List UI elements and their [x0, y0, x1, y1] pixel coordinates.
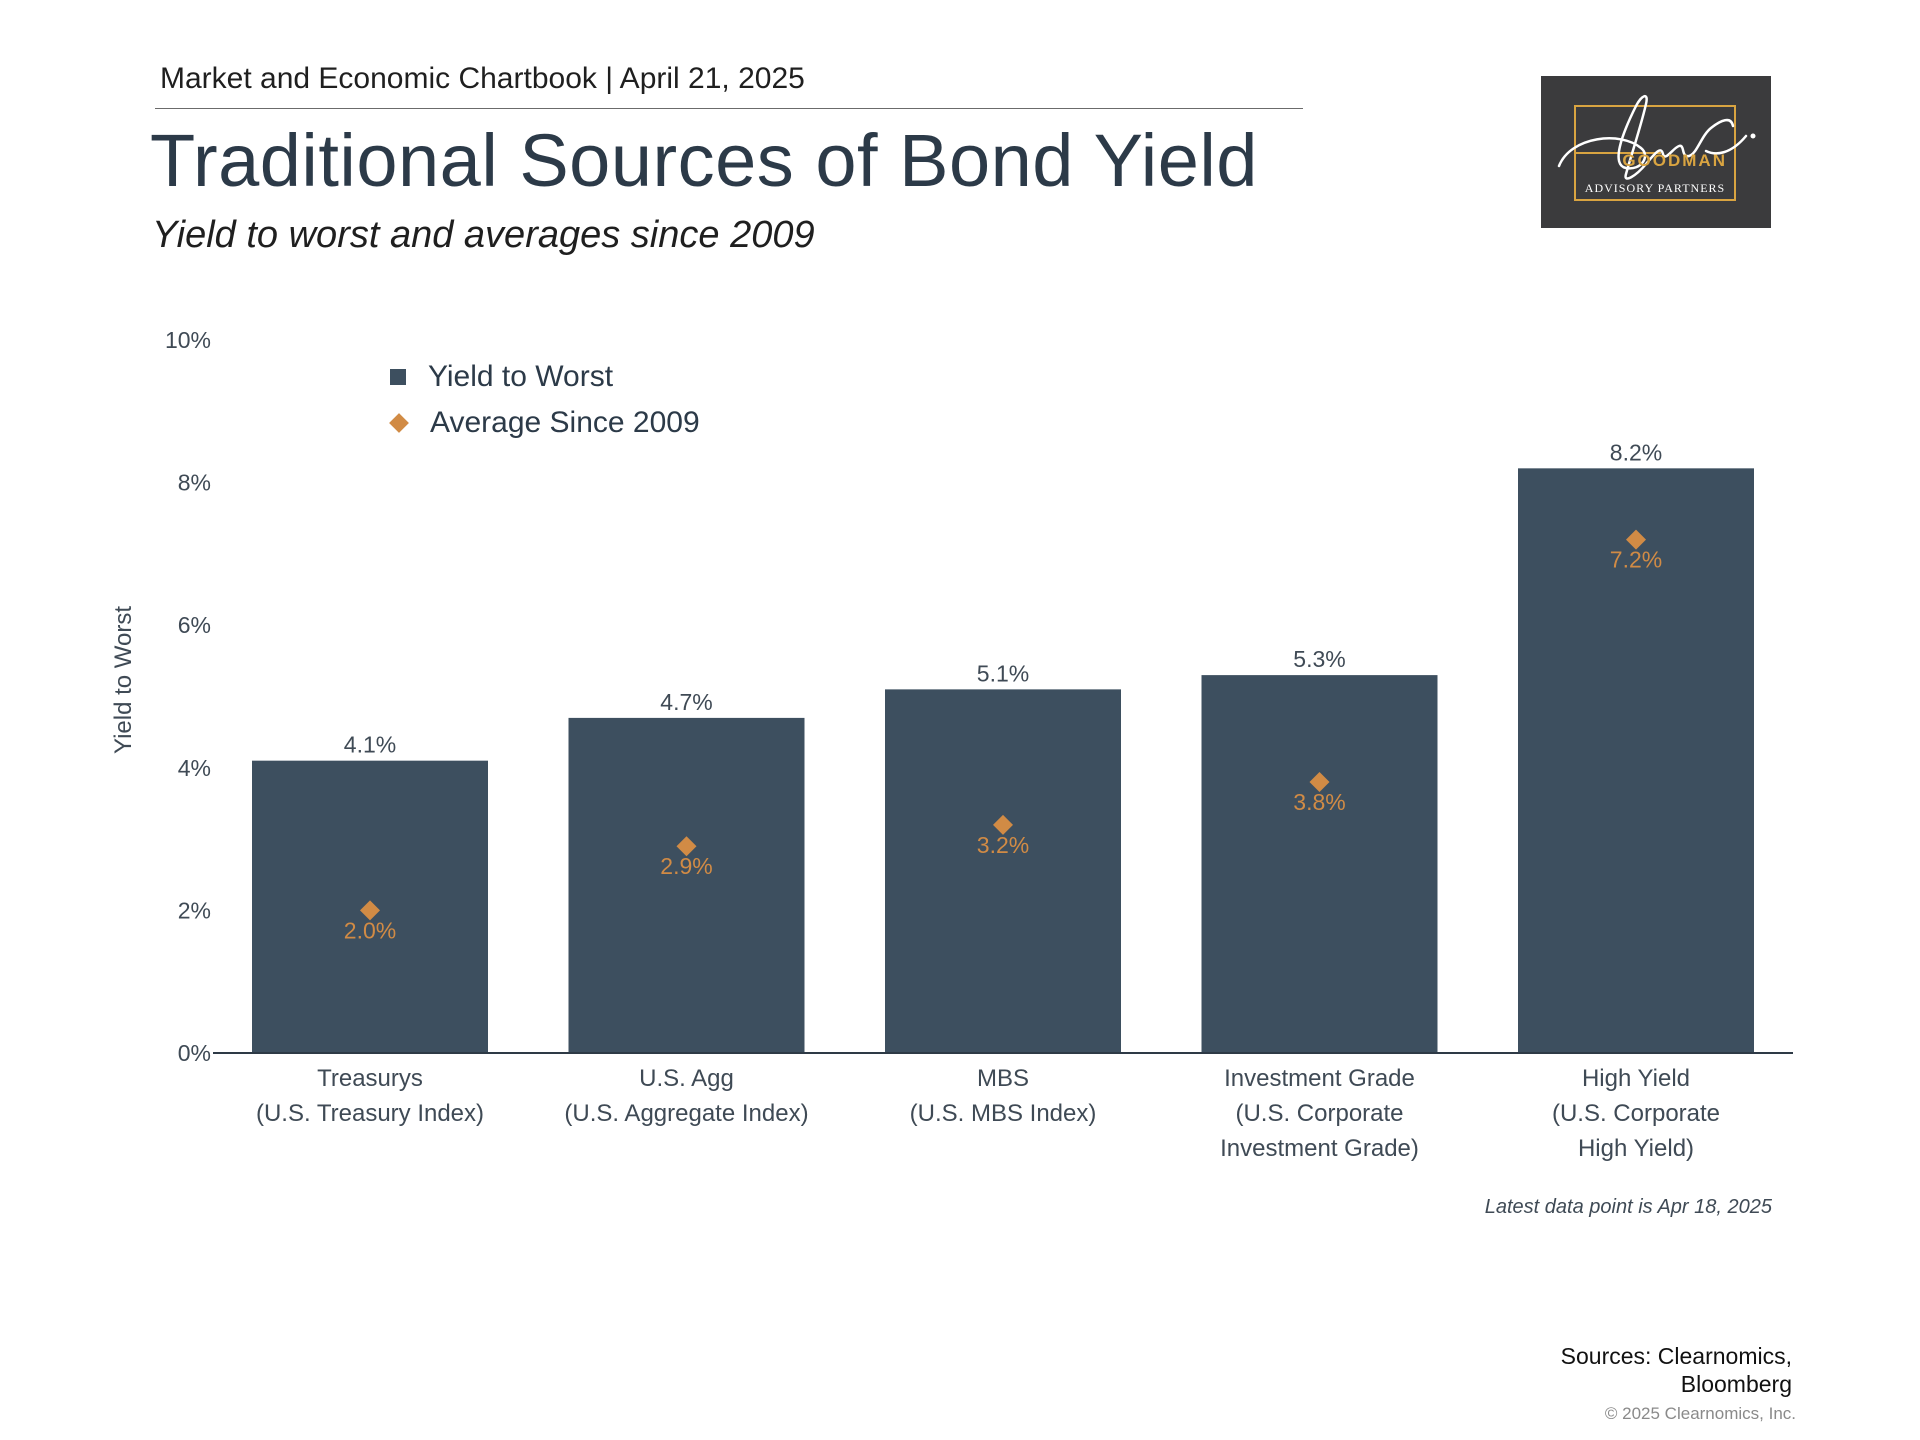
bar [885, 689, 1121, 1053]
bar-value-label: 5.1% [977, 660, 1029, 686]
company-logo: GOODMAN ADVISORY PARTNERS [1541, 76, 1771, 228]
category-label: (U.S. MBS Index) [910, 1100, 1097, 1127]
y-tick-label: 6% [178, 612, 211, 638]
bond-yield-chart: 0% 2% 4% 6% 8% 10% 4.1% 2.0% Treasurys (U.S. Trea… [165, 327, 1793, 1162]
legend-item-yield-to-worst: Yield to Worst [386, 354, 700, 400]
legend-label: Yield to Worst [428, 360, 614, 393]
logo-graphic: GOODMAN ADVISORY PARTNERS [1557, 95, 1756, 201]
category-label: (U.S. Corporate [1552, 1100, 1720, 1127]
signature-dot [1750, 133, 1756, 139]
average-value-label: 3.8% [1293, 789, 1345, 815]
average-diamond [676, 836, 697, 857]
logo-brand-bottom: ADVISORY PARTNERS [1585, 181, 1725, 195]
average-value-label: 7.2% [1610, 547, 1662, 573]
bar-value-label: 4.1% [344, 732, 396, 758]
average-diamond [1309, 772, 1330, 793]
legend-label: Average Since 2009 [430, 406, 700, 439]
bar [1201, 675, 1438, 1053]
sources-note: Sources: Clearnomics, Bloomberg [1560, 1343, 1792, 1397]
average-value-label: 2.9% [660, 853, 712, 879]
average-diamond [1626, 529, 1646, 550]
legend-item-average-since-2009: Average Since 2009 [386, 400, 700, 446]
average-value-label: 2.0% [344, 917, 396, 943]
category-label: Investment Grade) [1220, 1135, 1419, 1162]
y-tick-label: 10% [165, 327, 211, 353]
header-divider [155, 108, 1303, 109]
bar-value-label: 8.2% [1610, 439, 1662, 465]
category-label: MBS [977, 1065, 1029, 1092]
y-tick-label: 4% [178, 755, 211, 781]
logo-brand-top: GOODMAN [1622, 151, 1727, 170]
average-value-label: 3.2% [977, 832, 1029, 858]
y-tick-label: 0% [178, 1040, 211, 1066]
category-label: Treasurys [317, 1065, 423, 1092]
category-label: U.S. Agg [639, 1065, 734, 1092]
average-diamond [360, 900, 380, 921]
page-subtitle: Yield to worst and averages since 2009 [152, 214, 815, 256]
chart-legend: Yield to Worst Average Since 2009 [386, 354, 700, 446]
average-diamond [993, 814, 1013, 835]
bar-value-label: 4.7% [660, 689, 712, 715]
signature-mark [1557, 95, 1748, 180]
category-label: (U.S. Aggregate Index) [564, 1100, 808, 1127]
y-tick-label: 2% [178, 897, 211, 923]
chartbook-header: Market and Economic Chartbook | April 21… [160, 62, 805, 95]
category-label: (U.S. Treasury Index) [256, 1100, 484, 1127]
legend-square-icon [390, 369, 406, 385]
category-label: High Yield) [1578, 1135, 1694, 1162]
bar [1518, 468, 1754, 1054]
copyright-notice: © 2025 Clearnomics, Inc. [1604, 1404, 1796, 1423]
bar [568, 717, 805, 1053]
category-label: (U.S. Corporate [1235, 1100, 1403, 1127]
category-label: High Yield [1582, 1065, 1690, 1092]
y-tick-label: 8% [178, 470, 211, 496]
page-title: Traditional Sources of Bond Yield [150, 119, 1258, 202]
legend-diamond-icon [389, 413, 409, 433]
bar-value-label: 5.3% [1293, 646, 1345, 672]
category-label: Investment Grade [1224, 1065, 1415, 1092]
chart-footnote: Latest data point is Apr 18, 2025 [1484, 1196, 1772, 1218]
